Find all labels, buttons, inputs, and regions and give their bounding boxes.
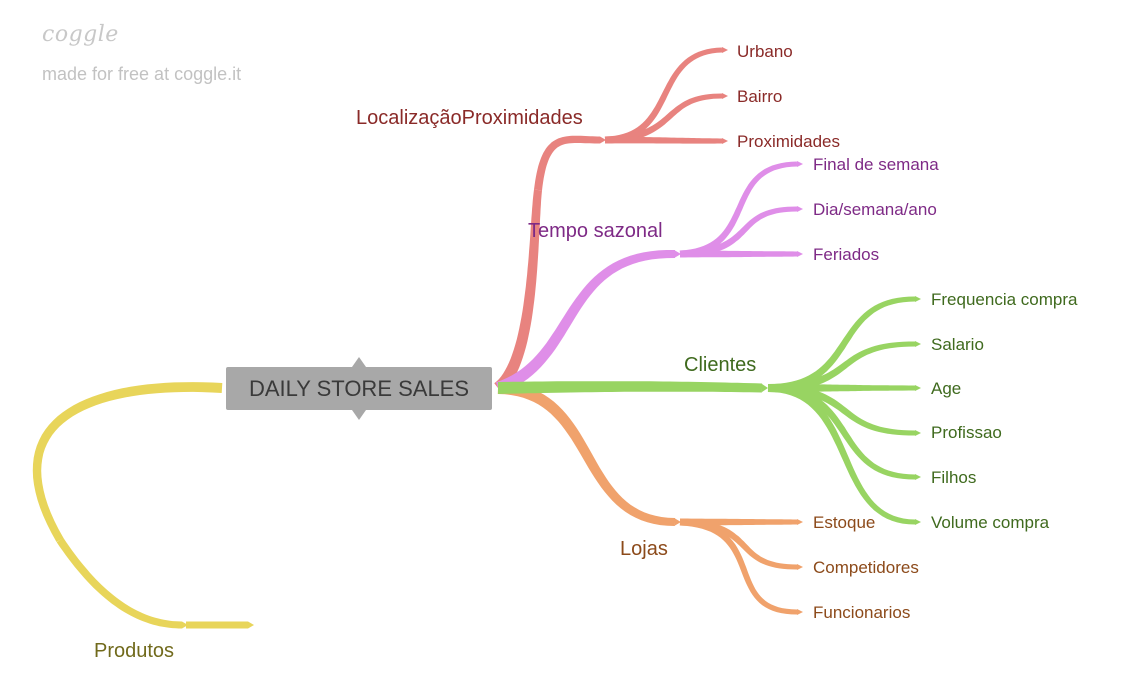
- arrow-proximidades: [722, 138, 728, 144]
- connector-tempo-dia: [679, 206, 797, 258]
- arrow-age: [915, 385, 921, 391]
- arrow-lojas-junction: [675, 518, 681, 526]
- leaf-estoque[interactable]: Estoque: [813, 513, 876, 532]
- arrow-competidores: [797, 564, 803, 570]
- leaf-bairro[interactable]: Bairro: [737, 87, 783, 106]
- connector-localizacao-up: [534, 135, 600, 191]
- connector-tempo-final: [679, 161, 798, 258]
- connector-clientes-profissao: [768, 384, 915, 436]
- leaf-urbano[interactable]: Urbano: [737, 42, 793, 61]
- arrow-produtos: [248, 621, 254, 629]
- branch-clientes[interactable]: Clientes: [684, 354, 757, 376]
- branch-produtos[interactable]: Produtos: [94, 640, 175, 662]
- connector-clientes-filhos: [768, 384, 915, 480]
- connector-localizacao-bairro: [604, 93, 722, 144]
- arrow-produtos-junction: [182, 621, 188, 629]
- arrow-salario: [915, 341, 921, 347]
- arrow-dia-semana-ano: [797, 206, 803, 212]
- arrow-filhos: [915, 474, 921, 480]
- connector-lojas-main: [497, 382, 676, 526]
- leaf-filhos[interactable]: Filhos: [931, 468, 977, 487]
- connector-tempo-feriados: [680, 250, 797, 258]
- central-node-title: DAILY STORE SALES: [248, 375, 470, 401]
- leaf-funcionarios[interactable]: Funcionarios: [813, 603, 911, 622]
- branch-connectors: [32, 47, 921, 629]
- leaf-feriados[interactable]: Feriados: [813, 245, 880, 264]
- connector-tempo-main: [496, 250, 675, 394]
- connector-produtos-tail: [186, 621, 248, 629]
- connector-clientes-salario: [768, 341, 915, 392]
- connector-localizacao-main: [494, 189, 542, 393]
- leaf-proximidades[interactable]: Proximidades: [737, 132, 840, 151]
- connector-localizacao-urbano: [604, 47, 723, 144]
- connector-produtos-lower: [56, 537, 183, 629]
- leaf-volume-compra[interactable]: Volume compra: [931, 513, 1050, 532]
- connector-lojas-competidores: [679, 518, 797, 570]
- connector-clientes-frequencia-compra: [768, 296, 915, 392]
- branch-localizacao[interactable]: LocalizaçãoProximidades: [356, 107, 583, 129]
- arrow-frequencia-compra: [915, 296, 921, 302]
- leaf-frequencia-compra[interactable]: Frequencia compra: [931, 290, 1078, 309]
- leaf-dia-semana-ano[interactable]: Dia/semana/ano: [813, 200, 937, 219]
- coggle-tagline: made for free at coggle.it: [42, 64, 242, 84]
- connector-clientes-volume-compra: [767, 384, 915, 525]
- leaf-age[interactable]: Age: [931, 379, 962, 398]
- arrow-final-de-semana: [797, 161, 803, 167]
- arrow-bairro: [722, 93, 728, 99]
- arrow-tempo-junction: [675, 250, 681, 258]
- leaf-competidores[interactable]: Competidores: [813, 558, 919, 577]
- branch-tempo-sazonal[interactable]: Tempo sazonal: [528, 220, 663, 242]
- leaf-salario[interactable]: Salario: [931, 335, 984, 354]
- central-node[interactable]: DAILY STORE SALES: [226, 357, 492, 420]
- arrow-urbano: [722, 47, 728, 53]
- arrow-localizacao-junction: [600, 136, 606, 144]
- branch-lojas[interactable]: Lojas: [620, 538, 668, 560]
- connector-localizacao-proximidades: [605, 136, 722, 144]
- arrow-estoque: [797, 519, 803, 525]
- leaf-profissao[interactable]: Profissao: [931, 423, 1002, 442]
- coggle-logo[interactable]: coggle: [42, 22, 119, 47]
- arrow-profissao: [915, 430, 921, 436]
- connector-clientes-main: [497, 381, 763, 394]
- arrow-volume-compra: [915, 519, 921, 525]
- leaf-final-de-semana[interactable]: Final de semana: [813, 155, 939, 174]
- connector-produtos-main: [32, 382, 223, 542]
- arrow-feriados: [797, 251, 803, 257]
- arrow-clientes-junction: [762, 384, 768, 392]
- arrow-funcionarios: [797, 609, 803, 615]
